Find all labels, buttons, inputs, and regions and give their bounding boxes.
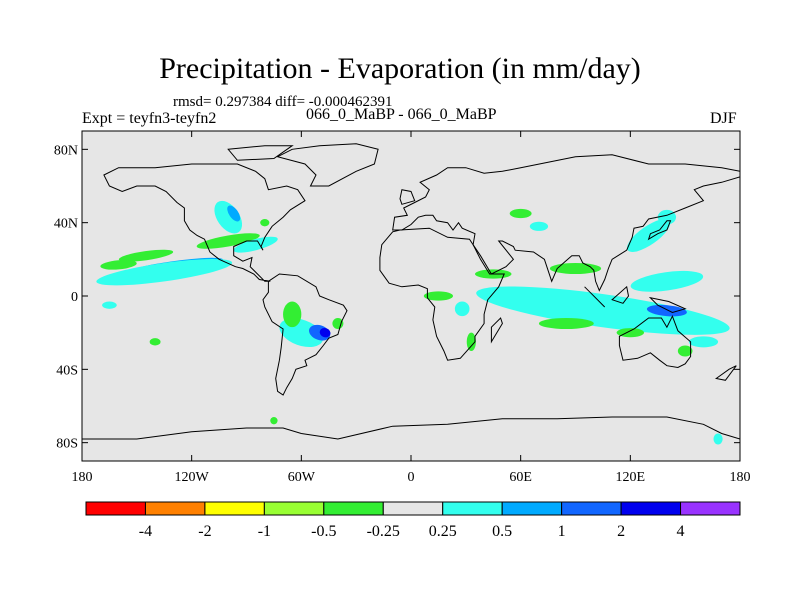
- colorbar-swatch: [144, 501, 206, 516]
- y-tick-label: 80S: [56, 437, 78, 452]
- coastline-1: [262, 273, 348, 396]
- coastline-3: [392, 154, 740, 292]
- axis-ticks: 180 120W 60W 0 60E 120E 180 80N 40N 0 40S 80S: [54, 131, 751, 485]
- precip-anomaly-region: [270, 417, 278, 425]
- y-tick-label: 40S: [56, 363, 78, 378]
- colorbar-label: 0.5: [492, 523, 512, 540]
- colorbar-label: -1: [258, 523, 271, 540]
- colorbar-label: -0.5: [311, 523, 336, 540]
- colorbar-label: 1: [558, 523, 566, 540]
- precip-anomaly-region: [309, 324, 331, 341]
- stats-label: rmsd= 0.297384 diff= -0.000462391: [173, 94, 393, 110]
- precip-anomaly-region: [509, 208, 532, 219]
- coastline-0: [103, 163, 306, 282]
- colorbar-swatch: [263, 501, 325, 516]
- precip-anomaly-region: [476, 286, 730, 335]
- coastline-9: [584, 286, 606, 308]
- y-tick-label: 40N: [54, 217, 78, 232]
- precip-anomaly-region: [713, 433, 723, 445]
- colorbar-label: 4: [677, 523, 685, 540]
- coastline-12: [490, 317, 503, 344]
- colorbar-swatch: [501, 501, 563, 516]
- colorbar-swatch: [561, 501, 622, 516]
- map-title: Precipitation - Evaporation (in mm/day): [159, 52, 641, 85]
- precip-anomaly-region: [149, 338, 161, 346]
- coastline-4: [618, 314, 692, 369]
- colorbar-swatch: [680, 501, 741, 516]
- precip-anomaly-region: [616, 328, 645, 338]
- colorbar-label: -2: [198, 523, 211, 540]
- coastline-layer: [82, 143, 740, 461]
- precip-anomaly-region: [233, 236, 278, 253]
- precip-anomaly-region: [677, 345, 693, 357]
- precip-anomaly-region: [494, 288, 694, 322]
- coastline-2: [379, 227, 505, 361]
- precip-anomaly-region: [319, 327, 331, 338]
- precip-anomaly-region: [466, 332, 476, 352]
- precip-anomaly-region: [118, 249, 174, 262]
- precip-anomaly-region: [100, 259, 137, 270]
- x-tick-label: 60E: [509, 470, 532, 485]
- case-label: 066_0_MaBP - 066_0_MaBP: [306, 106, 497, 123]
- precip-anomaly-region: [214, 200, 243, 234]
- precip-anomaly-region: [688, 336, 719, 348]
- precip-anomaly-region: [630, 270, 704, 292]
- coastline-13: [714, 365, 737, 381]
- y-tick-label: 80N: [54, 143, 78, 158]
- coastline-11: [648, 296, 687, 314]
- precip-field-layer: [96, 200, 730, 445]
- x-tick-label: 120E: [616, 470, 646, 485]
- map-background: [82, 131, 740, 461]
- map-frame: [81, 130, 741, 462]
- precip-anomaly-region: [549, 263, 602, 274]
- coastline-14: [227, 145, 294, 161]
- precip-anomaly-region: [657, 209, 677, 225]
- y-tick-label: 0: [71, 290, 78, 305]
- precip-anomaly-region: [227, 205, 241, 222]
- colorbar-swatch: [620, 501, 682, 516]
- coastline-6: [276, 143, 379, 187]
- x-tick-label: 60W: [288, 470, 316, 485]
- precip-anomaly-region: [646, 304, 687, 317]
- colorbar: -4 -2 -1 -0.5 -0.25 0.25 0.5 1 2 4: [85, 501, 741, 540]
- x-tick-label: 180: [730, 470, 751, 485]
- colorbar-swatch: [204, 501, 265, 516]
- precip-anomaly-region: [260, 219, 270, 227]
- colorbar-swatch: [382, 501, 444, 516]
- precip-anomaly-region: [283, 301, 302, 328]
- season-label: DJF: [710, 110, 737, 127]
- colorbar-label: -0.25: [367, 523, 400, 540]
- precip-anomaly-region: [423, 291, 454, 301]
- precip-anomaly-region: [454, 301, 470, 317]
- precip-anomaly-region: [474, 269, 512, 279]
- coastline-10: [611, 285, 630, 304]
- colorbar-label: -4: [139, 523, 152, 540]
- x-tick-label: 120W: [175, 470, 210, 485]
- precip-anomaly-region: [102, 301, 117, 309]
- colorbar-label: 0.25: [429, 523, 457, 540]
- precip-anomaly-region: [123, 257, 224, 276]
- coastline-5: [82, 416, 740, 461]
- coastline-7: [399, 189, 416, 205]
- x-tick-label: 180: [72, 470, 93, 485]
- precip-anomaly-region: [627, 219, 671, 252]
- colorbar-swatch: [323, 501, 384, 516]
- x-tick-label: 0: [408, 470, 415, 485]
- precip-anomaly-region: [96, 258, 233, 286]
- experiment-label: Expt = teyfn3-teyfn2: [82, 110, 217, 127]
- precip-anomaly-region: [538, 318, 594, 329]
- coastline-8: [647, 220, 672, 241]
- precip-anomaly-region: [279, 318, 324, 348]
- precip-anomaly-region: [196, 233, 260, 249]
- precip-anomaly-region: [332, 318, 344, 329]
- colorbar-swatch: [442, 501, 503, 516]
- precip-anomaly-region: [529, 221, 549, 231]
- colorbar-swatch: [85, 501, 146, 516]
- colorbar-label: 2: [617, 523, 625, 540]
